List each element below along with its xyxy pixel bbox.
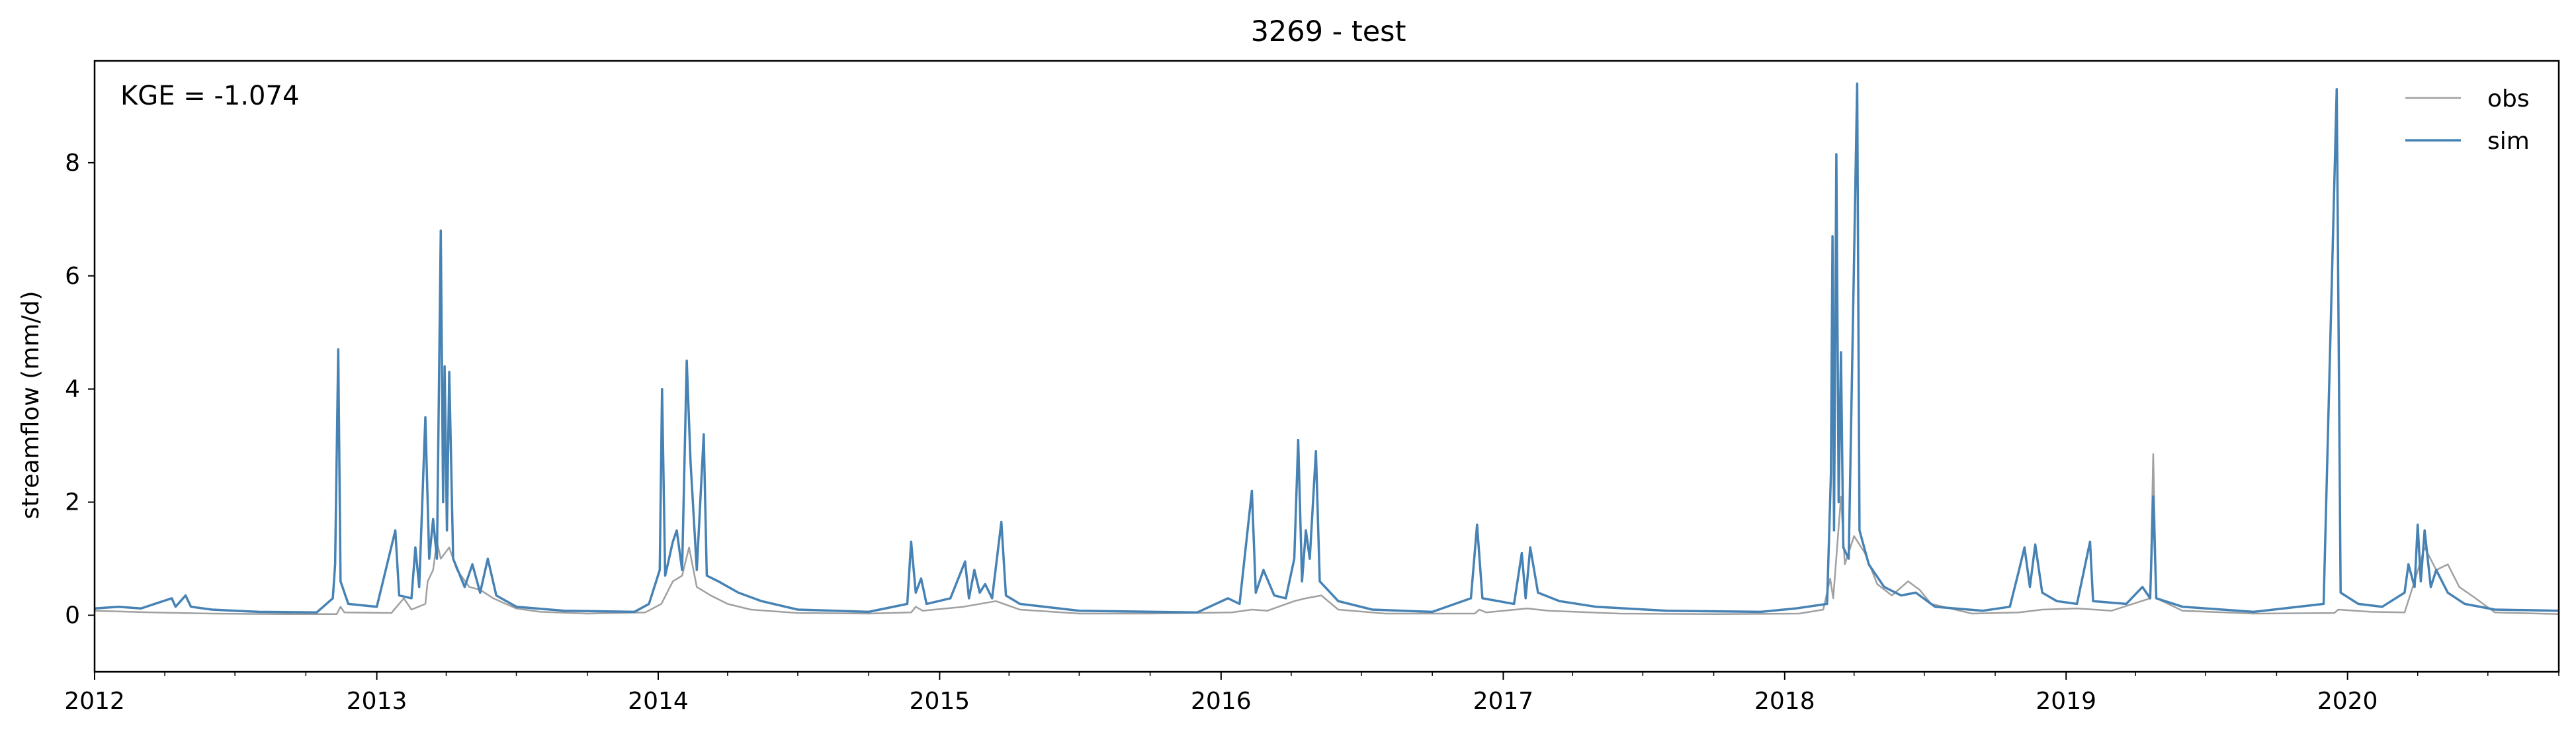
plot-frame (93, 60, 2560, 673)
y-tick-label: 2 (65, 489, 80, 516)
x-axis: 2012 2013 2014 2015 2016 2017 2018 2019 2020 (64, 672, 2559, 715)
x-tick-label: 2017 (1473, 688, 1534, 715)
y-tick-label: 6 (65, 263, 80, 290)
legend-label-obs: obs (2487, 85, 2530, 113)
x-tick-label: 2015 (910, 688, 970, 715)
series-line-obs (95, 453, 2559, 616)
x-tick-label: 2012 (64, 688, 125, 715)
y-axis-title: streamflow (mm/d) (17, 291, 44, 520)
chart-title: 3269 - test (1251, 15, 1406, 48)
y-axis: 0 2 4 6 8 (65, 150, 95, 629)
y-tick-label: 0 (65, 602, 80, 629)
y-tick-label: 4 (65, 376, 80, 403)
x-tick-label: 2016 (1191, 688, 1252, 715)
y-tick-label: 8 (65, 150, 80, 177)
x-tick-label: 2019 (2036, 688, 2096, 715)
x-tick-label: 2014 (628, 688, 689, 715)
series-line-sim (95, 82, 2559, 614)
plot-area (93, 60, 2560, 673)
x-tick-label: 2020 (2317, 688, 2378, 715)
x-tick-label: 2018 (1754, 688, 1815, 715)
kge-annotation: KGE = -1.074 (120, 81, 299, 111)
legend-label-sim: sim (2487, 128, 2530, 155)
series-group (95, 82, 2559, 616)
legend: obs sim (2405, 85, 2530, 155)
x-tick-label: 2013 (347, 688, 408, 715)
